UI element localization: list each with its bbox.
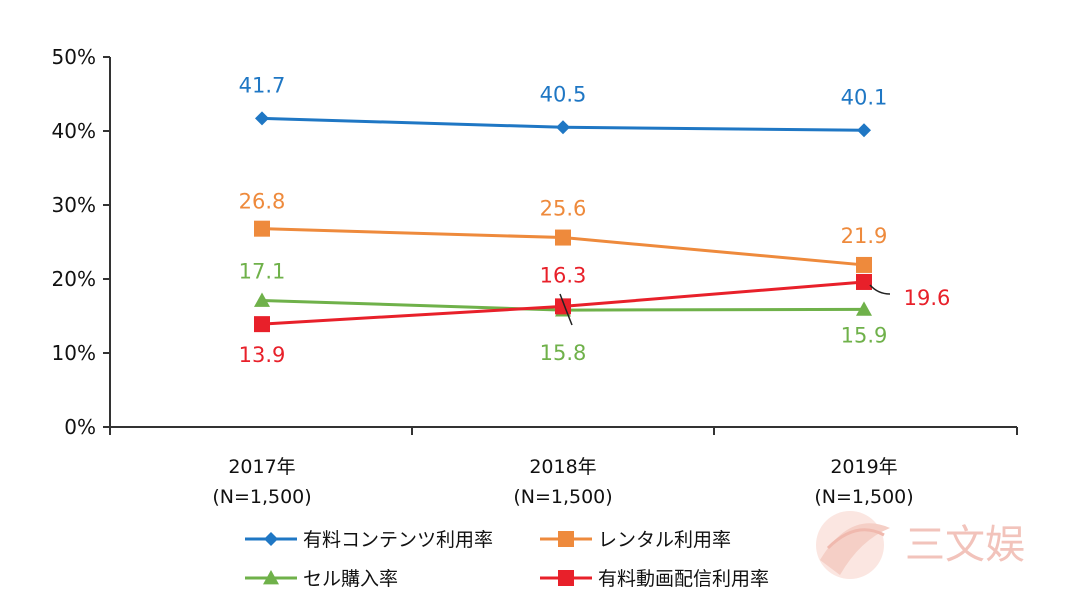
data-point-diamond <box>857 123 871 138</box>
data-label: 26.8 <box>239 190 286 214</box>
data-point-square <box>254 220 270 237</box>
x-category-label: (N=1,500) <box>513 486 612 508</box>
x-category-label: 2017年 <box>228 456 295 478</box>
data-label: 21.9 <box>841 224 888 248</box>
data-label: 17.1 <box>239 259 286 283</box>
data-point-square <box>558 531 574 547</box>
watermark: 三文娱 <box>816 511 1025 579</box>
data-labels: 41.7 40.5 40.1 26.8 25.6 21.9 17.1 15.8 15.9 13.9… <box>239 73 951 367</box>
legend-label: 有料動画配信利用率 <box>598 568 769 590</box>
watermark-logo-icon <box>816 511 890 579</box>
watermark-text: 三文娱 <box>905 522 1025 568</box>
y-tick-label: 30% <box>52 193 96 217</box>
data-point-square <box>555 229 571 246</box>
y-tick-label: 40% <box>52 119 96 143</box>
data-point-diamond <box>264 532 278 546</box>
legend-label: レンタル利用率 <box>598 529 731 551</box>
data-point-square <box>558 570 574 586</box>
y-tick-label: 0% <box>64 415 96 439</box>
legend-label: セル購入率 <box>303 568 398 590</box>
x-category-label: 2018年 <box>529 456 596 478</box>
data-label: 41.7 <box>239 73 286 97</box>
x-category-label: 2019年 <box>830 456 897 478</box>
data-label: 15.8 <box>540 341 587 365</box>
legend-label: 有料コンテンツ利用率 <box>303 529 493 551</box>
data-point-triangle <box>254 292 270 307</box>
data-point-square <box>856 273 872 290</box>
data-label: 16.3 <box>540 263 587 287</box>
series-lines <box>261 116 865 326</box>
data-point-diamond <box>556 120 570 135</box>
data-label: 19.6 <box>904 286 951 310</box>
axes: 0% 10% 20% 30% 40% 50% 2017年 (N=1,500) 2018年 (N=1… <box>52 45 1018 508</box>
y-tick-label: 20% <box>52 267 96 291</box>
data-point-square <box>856 256 872 273</box>
x-category-label: (N=1,500) <box>212 486 311 508</box>
data-label: 25.6 <box>540 197 587 221</box>
data-point-diamond <box>255 111 269 126</box>
data-label: 15.9 <box>841 323 888 347</box>
data-label: 40.5 <box>540 82 587 106</box>
data-label: 40.1 <box>841 85 888 109</box>
y-tick-label: 10% <box>52 341 96 365</box>
data-label: 13.9 <box>239 343 286 367</box>
series-markers <box>254 111 872 333</box>
x-category-label: (N=1,500) <box>814 486 913 508</box>
data-point-triangle <box>856 301 872 316</box>
y-tick-label: 50% <box>52 45 96 69</box>
leader-line <box>559 293 573 326</box>
data-point-square <box>254 316 270 333</box>
leader-line <box>869 284 891 295</box>
data-point-triangle <box>263 570 279 585</box>
